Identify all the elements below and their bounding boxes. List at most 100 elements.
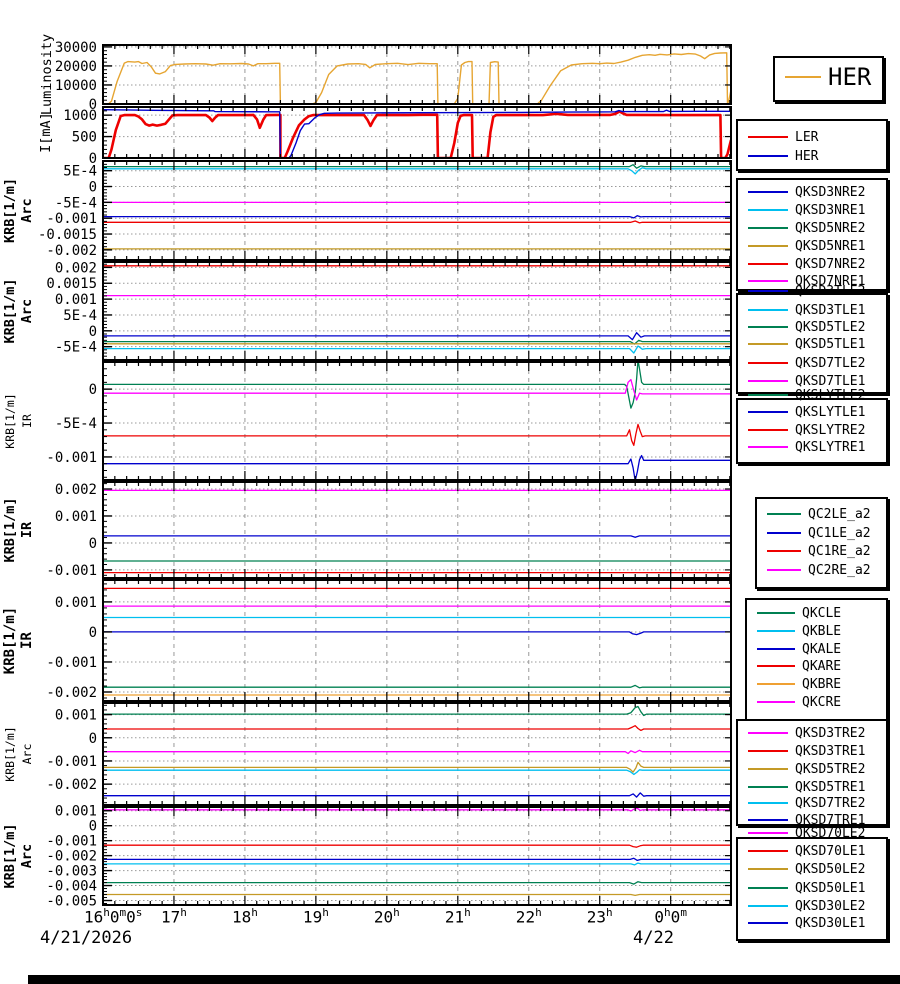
legend-entry-label: QKCLE (802, 605, 842, 621)
legend-entry-label: QKSD50LE2 (795, 861, 866, 877)
legend-entry-label: QC1RE_a2 (808, 543, 871, 559)
legend-line-sample-icon (748, 326, 788, 328)
legend-line-sample-icon (748, 786, 788, 788)
y-tick-label: 0 (89, 180, 97, 196)
y-tick-label: -0.0015 (38, 227, 97, 243)
legend-entry: QKSD30LE1 (738, 915, 886, 931)
y-tick-label: 0 (89, 151, 97, 167)
series-QKSD7TRE2 (103, 769, 731, 776)
legend-entry: QKSD7NRE1 (738, 273, 886, 289)
legend-entry: QKSLYTLE2 (738, 387, 886, 403)
y-tick-label: 0.001 (55, 708, 97, 724)
series-QKSD7NRE2 (103, 220, 731, 224)
legend-entry: QC1RE_a2 (757, 543, 886, 559)
legend-line-sample-icon (748, 290, 788, 292)
y-axis-title: KRB[1/m] (2, 178, 18, 243)
series-QKSLYTLE1 (103, 454, 731, 480)
legend-line-sample-icon (748, 362, 788, 364)
legend-entry-label: QKSD30LE1 (795, 915, 866, 931)
legend-entry-label: QKSD3TLE2 (795, 283, 866, 299)
legend-line-sample-icon (748, 922, 788, 924)
series-QKSD5TRE1 (103, 705, 731, 717)
y-tick-label: -5E-4 (55, 340, 97, 356)
legend-entry-label: HER (828, 63, 872, 91)
legend-entry: QKSD3TRE2 (738, 725, 886, 741)
series-HER (103, 52, 731, 104)
y-tick-label: -0.001 (46, 834, 97, 850)
legend-entry: QKSD7TRE1 (738, 812, 886, 828)
legend-entry-label: QC2LE_a2 (808, 506, 871, 522)
panel-luminosity: 30000 20000 10000 0 Luminosity (39, 34, 732, 115)
legend-line-sample-icon (748, 429, 788, 431)
legend-entry-label: QKSD7NRE2 (795, 256, 866, 272)
legend-line-sample-icon (757, 612, 795, 614)
panel-krb-ir-qksly: 0 -5E-4 -0.001 KRB[1/m] IR (3, 361, 732, 481)
series-QC1LE_a2 (103, 535, 731, 538)
legend-line-sample-icon (748, 768, 788, 770)
legend-entry-label: QKSD7TLE2 (795, 355, 866, 371)
legend-box: QC2LE_a2 QC1LE_a2 QC1RE_a2 QC2RE_a2 (755, 497, 888, 589)
legend-line-sample-icon (757, 648, 795, 650)
series-QKSD5TLE2 (103, 339, 731, 345)
y-axis-title: KRB[1/m] (2, 497, 18, 562)
series-QKSD3TLE2 (103, 332, 731, 341)
y-tick-label: 0.001 (55, 595, 97, 611)
legend-line-sample-icon (757, 665, 795, 667)
legend-line-sample-icon (767, 532, 801, 534)
y-axis-title: Luminosity (39, 34, 55, 115)
y-tick-label: -0.002 (46, 243, 97, 259)
legend-entry: HER (738, 148, 886, 164)
legend-entry: QC2RE_a2 (757, 562, 886, 578)
y-axis-title: I[mA] (38, 112, 54, 153)
y-tick-label: 0 (89, 382, 97, 398)
legend-entry: QKSD70LE2 (738, 825, 886, 841)
y-tick-label: 5E-4 (63, 164, 97, 180)
legend-line-sample-icon (748, 750, 788, 752)
series-QKSD30LE1 (103, 857, 731, 862)
legend-entry-label: QKSD30LE2 (795, 898, 866, 914)
legend-entry-label: LER (795, 129, 819, 145)
series-QKSD50LE1 (103, 881, 731, 885)
legend-line-sample-icon (748, 280, 788, 282)
legend-entry-label: QC2RE_a2 (808, 562, 871, 578)
y-axis-title: IR (19, 632, 35, 649)
legend-entry-label: QKSD3NRE2 (795, 184, 866, 200)
series-QKSLYTRE1 (103, 378, 731, 401)
legend-entry: QKSD50LE1 (738, 880, 886, 896)
y-tick-label: -0.001 (46, 563, 97, 579)
y-axis-title: Arc (20, 744, 34, 765)
legend-entry: QKSLYTLE1 (738, 404, 886, 420)
legend-line-sample-icon (748, 227, 788, 229)
series-QKSD3TLE1 (103, 345, 731, 354)
legend-entry: QKSD5TLE1 (738, 336, 886, 352)
legend-line-sample-icon (748, 905, 788, 907)
legend-entry-label: QKBLE (802, 623, 842, 639)
legend-entry-label: QC1LE_a2 (808, 525, 871, 541)
legend-entry-label: HER (795, 148, 819, 164)
y-axis-title: KRB[1/m] (2, 278, 18, 343)
legend-line-sample-icon (748, 263, 788, 265)
legend-entry: QKSD3TLE2 (738, 283, 886, 299)
legend-entry: QKSD7TRE2 (738, 795, 886, 811)
legend-box: QKSD3NRE2 QKSD3NRE1 QKSD5NRE2 QKSD5NRE1 QKSD… (736, 178, 888, 291)
panel-krb-arc-tre: 0.001 0 -0.001 -0.002 KRB[1/m] Arc (3, 702, 732, 806)
legend-line-sample-icon (748, 394, 788, 396)
legend-line-sample-icon (767, 513, 801, 515)
legend-entry-label: QKBRE (802, 676, 842, 692)
legend-entry: QKSLYTRE2 (738, 422, 886, 438)
series-QKSD50LE2 (103, 893, 731, 897)
y-axis-title: IR (20, 414, 34, 428)
legend-entry: QKSLYTRE1 (738, 439, 886, 455)
legend-entry: QKSD70LE1 (738, 843, 886, 859)
legend-entry: QKSD7TLE2 (738, 355, 886, 371)
legend-entry-label: QKSD7TRE1 (795, 812, 866, 828)
y-tick-label: -0.001 (46, 655, 97, 671)
legend-entry: QKSD3NRE1 (738, 202, 886, 218)
series-QKSLYTRE2 (103, 423, 731, 447)
y-axis-title: IR (19, 521, 35, 538)
legend-entry-label: QKSD5NRE1 (795, 238, 866, 254)
y-tick-label: 0 (89, 324, 97, 340)
legend-box: QKSD70LE2 QKSD70LE1 QKSD50LE2 QKSD50LE1 QKSD… (736, 826, 888, 941)
